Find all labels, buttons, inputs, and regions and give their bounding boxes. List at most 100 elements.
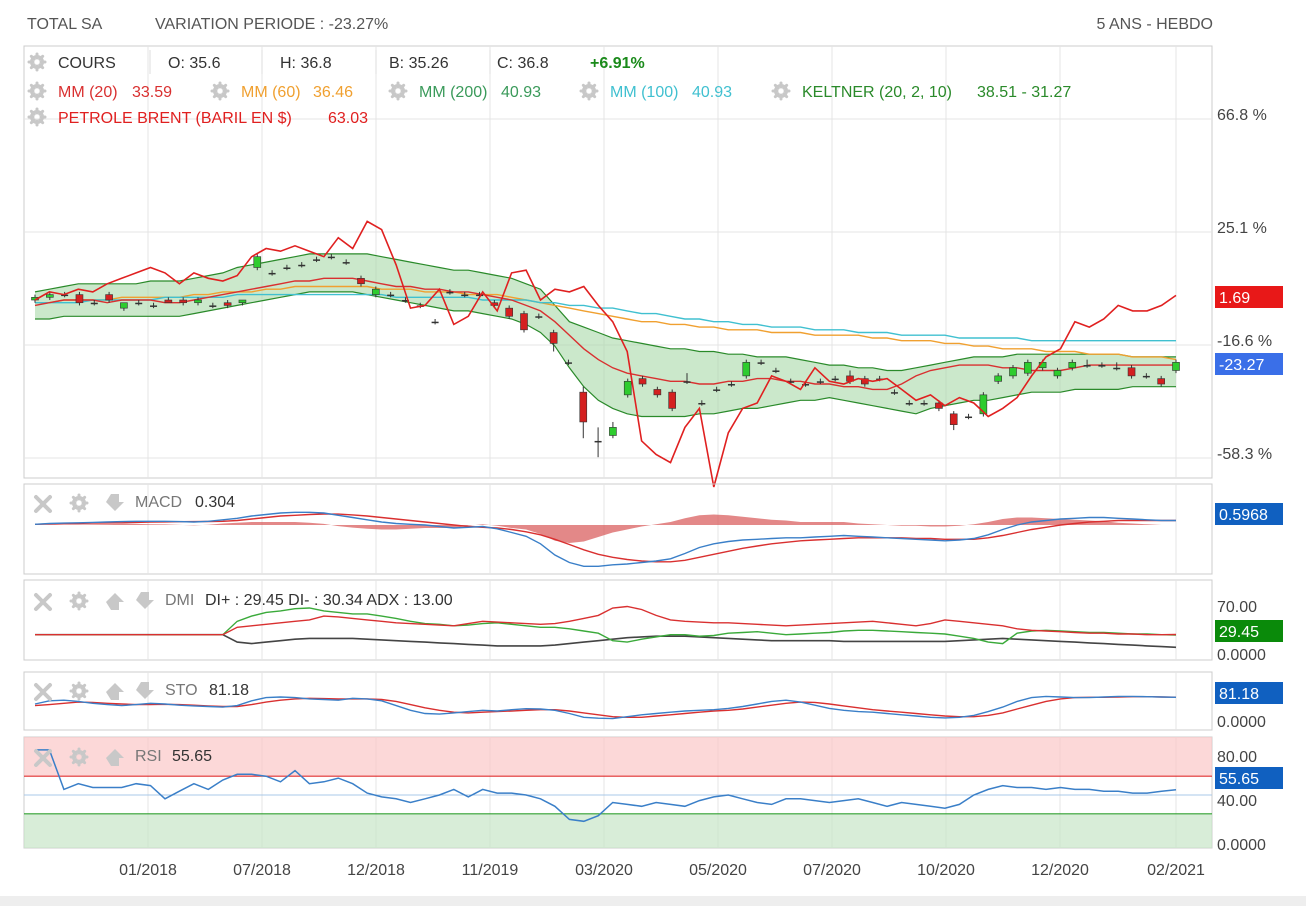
badge-macd-bg bbox=[1215, 503, 1283, 525]
candle bbox=[357, 275, 365, 287]
close-icon[interactable] bbox=[34, 495, 52, 513]
sto-value: 81.18 bbox=[209, 682, 249, 699]
rsi-tick-80: 80.00 bbox=[1217, 749, 1257, 766]
candle bbox=[150, 302, 158, 309]
candle bbox=[920, 400, 928, 406]
move-up-icon[interactable] bbox=[106, 683, 124, 700]
mm60-gear-icon[interactable] bbox=[210, 81, 230, 101]
candle bbox=[387, 291, 395, 298]
candle bbox=[1142, 373, 1150, 379]
candle bbox=[905, 400, 913, 406]
close-icon[interactable] bbox=[34, 683, 52, 701]
macd-panel bbox=[23, 483, 1213, 575]
move-down-icon[interactable] bbox=[136, 592, 154, 609]
mm100-line bbox=[35, 293, 1176, 342]
mm100-gear-icon[interactable] bbox=[579, 81, 599, 101]
candle bbox=[1083, 359, 1091, 368]
period-selector[interactable]: 5 ANS - HEBDO bbox=[1096, 16, 1213, 33]
badge-cours: -23.27 bbox=[1219, 357, 1264, 374]
instrument-title: TOTAL SA bbox=[27, 16, 103, 33]
legend-mm20-value: 33.59 bbox=[132, 84, 172, 101]
move-up-icon[interactable] bbox=[106, 749, 124, 766]
rsi-gear-icon[interactable] bbox=[69, 747, 89, 767]
candle bbox=[757, 359, 765, 366]
legend-brent-label: PETROLE BRENT (BARIL EN $) bbox=[58, 110, 292, 127]
candle bbox=[298, 262, 306, 268]
move-down-icon[interactable] bbox=[106, 494, 124, 511]
candle bbox=[1172, 359, 1180, 374]
candle bbox=[327, 253, 335, 260]
candle bbox=[372, 286, 380, 298]
sto-panel bbox=[23, 671, 1213, 731]
candle bbox=[742, 359, 751, 379]
move-down-icon[interactable] bbox=[136, 682, 154, 699]
candle bbox=[609, 421, 617, 439]
rsi-oversold-zone bbox=[24, 813, 1212, 848]
sto-label: STO bbox=[165, 682, 198, 699]
candle bbox=[105, 291, 113, 303]
x-tick-label: 11/2019 bbox=[462, 862, 519, 879]
dmi-value: DI+ : 29.45 DI- : 30.34 ADX : 13.00 bbox=[205, 592, 453, 609]
sto-gear-icon[interactable] bbox=[69, 681, 89, 701]
move-up-icon[interactable] bbox=[106, 593, 124, 610]
candle bbox=[179, 297, 187, 306]
candle bbox=[698, 400, 706, 406]
candle bbox=[135, 300, 143, 306]
candle bbox=[313, 256, 321, 263]
cours-gear-icon[interactable] bbox=[27, 52, 47, 72]
candle bbox=[1157, 375, 1165, 387]
candle bbox=[831, 375, 839, 382]
legend-mm60-label: MM (60) bbox=[241, 84, 301, 101]
close-icon[interactable] bbox=[34, 749, 52, 767]
candle bbox=[446, 289, 454, 295]
candle bbox=[727, 381, 735, 387]
candle bbox=[713, 386, 721, 393]
legend-ohlc-0: O: 35.6 bbox=[168, 55, 221, 72]
close-icon[interactable] bbox=[34, 593, 52, 611]
candle bbox=[861, 375, 869, 387]
di-minus-line bbox=[35, 605, 1177, 636]
legend-keltner-label: KELTNER (20, 2, 10) bbox=[802, 84, 952, 101]
dmi-label: DMI bbox=[165, 592, 194, 609]
candle bbox=[535, 313, 543, 319]
dmi-tick-70: 70.00 bbox=[1217, 599, 1257, 616]
x-tick-label: 03/2020 bbox=[575, 862, 633, 879]
legend-mm200-label: MM (200) bbox=[419, 84, 487, 101]
candle bbox=[431, 318, 439, 325]
badge-rsi-bg bbox=[1215, 767, 1283, 789]
candle bbox=[209, 302, 217, 309]
y-tick-label: 66.8 % bbox=[1217, 107, 1267, 124]
legend-cours: COURS bbox=[58, 55, 116, 72]
legend-mm60-value: 36.46 bbox=[313, 84, 353, 101]
candle bbox=[505, 305, 513, 319]
rsi-label: RSI bbox=[135, 748, 162, 765]
candle bbox=[283, 264, 291, 271]
mm20-gear-icon[interactable] bbox=[27, 81, 47, 101]
y-tick-label: -58.3 % bbox=[1217, 446, 1272, 463]
brent-gear-icon[interactable] bbox=[27, 107, 47, 127]
candle bbox=[194, 297, 202, 306]
candle bbox=[90, 300, 98, 306]
brent-line bbox=[34, 220, 1177, 488]
candle bbox=[520, 310, 528, 333]
price-panel bbox=[23, 45, 1213, 479]
legend-ohlc-2: B: 35.26 bbox=[389, 55, 449, 72]
candle bbox=[994, 373, 1002, 385]
candle bbox=[1009, 365, 1017, 379]
x-tick-label: 07/2020 bbox=[803, 862, 861, 879]
candle bbox=[46, 291, 54, 301]
candle bbox=[223, 300, 232, 309]
legend-mm200-value: 40.93 bbox=[501, 84, 541, 101]
adx-line bbox=[35, 633, 1177, 649]
dmi-gear-icon[interactable] bbox=[69, 591, 89, 611]
legend-mm100-value: 40.93 bbox=[692, 84, 732, 101]
y-tick-label: -16.6 % bbox=[1217, 333, 1272, 350]
candle bbox=[564, 359, 572, 366]
badge-macd: 0.5968 bbox=[1219, 507, 1268, 524]
x-tick-label: 10/2020 bbox=[917, 862, 975, 879]
bottom-scrollbar-strip bbox=[0, 896, 1306, 906]
keltner-gear-icon[interactable] bbox=[771, 81, 791, 101]
macd-gear-icon[interactable] bbox=[69, 493, 89, 513]
mm200-gear-icon[interactable] bbox=[388, 81, 408, 101]
